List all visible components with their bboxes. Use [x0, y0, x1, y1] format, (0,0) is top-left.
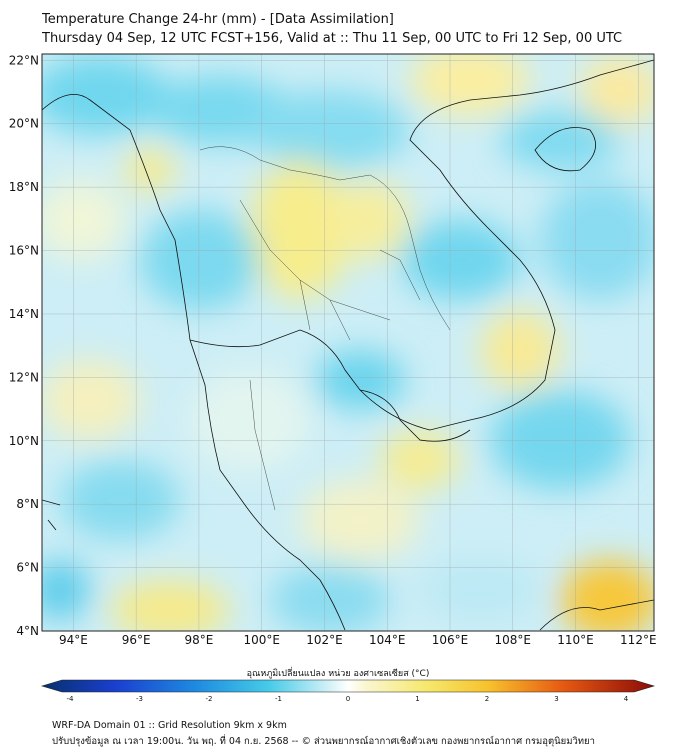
lon-tick-label: 94°E [59, 633, 88, 647]
lon-tick-label: 110°E [557, 633, 594, 647]
footer-credit: ปรับปรุงข้อมูล ณ เวลา 19:00น. วัน พฤ. ที… [52, 736, 595, 747]
colorbar-tick-label: -1 [275, 695, 282, 703]
colorbar-title: อุณหภูมิเปลี่ยนแปลง หน่วย องศาเซลเซียส (… [246, 669, 430, 679]
footer-grid-info: WRF-DA Domain 01 :: Grid Resolution 9km … [52, 720, 287, 731]
map-subtitle: Thursday 04 Sep, 12 UTC FCST+156, Valid … [42, 31, 623, 46]
lat-tick-label: 4°N [16, 624, 39, 638]
lat-tick-label: 10°N [9, 434, 39, 448]
colorbar-tick-label: -4 [67, 695, 75, 703]
lon-tick-label: 100°E [243, 633, 280, 647]
colorbar-tick-label: 4 [624, 695, 629, 703]
lat-tick-label: 6°N [16, 561, 39, 575]
lon-tick-label: 108°E [495, 633, 532, 647]
country-borders [199, 146, 451, 511]
colorbar-tick-label: -3 [136, 695, 143, 703]
map-title: Temperature Change 24-hr (mm) - [Data As… [42, 12, 394, 27]
colorbar-tick-label: 2 [485, 695, 489, 703]
lon-tick-label: 112°E [620, 633, 657, 647]
lon-tick-label: 102°E [306, 633, 343, 647]
lat-tick-label: 18°N [9, 180, 39, 194]
colorbar-tick-label: 1 [415, 695, 419, 703]
colorbar: -4 -3 -2 -1 0 1 2 3 4 [40, 679, 656, 703]
lat-tick-label: 20°N [9, 117, 39, 131]
lat-tick-label: 12°N [9, 370, 39, 384]
colorbar-tick-label: 0 [346, 695, 350, 703]
lon-tick-label: 104°E [369, 633, 406, 647]
coastlines [42, 59, 654, 631]
lon-tick-label: 106°E [432, 633, 469, 647]
temperature-field [42, 54, 654, 631]
lat-tick-label: 16°N [9, 244, 39, 258]
lat-tick-label: 8°N [16, 497, 39, 511]
lon-tick-label: 96°E [122, 633, 151, 647]
colorbar-tick-label: -2 [206, 695, 213, 703]
colorbar-tick-label: 3 [554, 695, 558, 703]
lat-tick-label: 14°N [9, 307, 39, 321]
lat-tick-label: 22°N [9, 53, 39, 67]
lon-tick-label: 98°E [184, 633, 213, 647]
